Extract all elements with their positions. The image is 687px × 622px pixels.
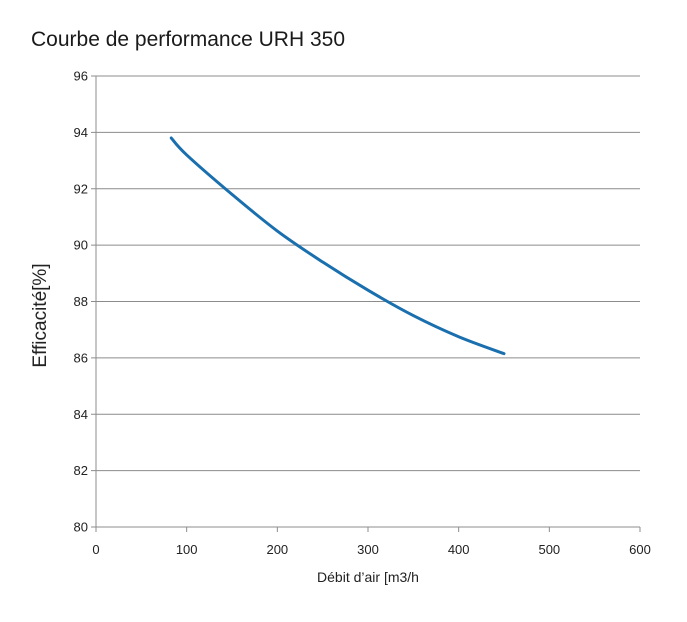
series-layer [169,136,506,356]
y-tick-label: 82 [74,463,88,478]
x-tick-label: 300 [357,542,379,557]
x-tick-label: 200 [266,542,288,557]
y-tick-label: 88 [74,294,88,309]
y-tick-label: 86 [74,350,88,365]
x-tick-label: 500 [538,542,560,557]
x-tick-label: 400 [448,542,470,557]
x-tick-label: 0 [92,542,99,557]
y-tick-labels: 80 82 84 86 88 90 92 94 96 [74,69,88,535]
y-tick-label: 90 [74,238,88,253]
x-tick-label: 600 [629,542,651,557]
y-tick-label: 92 [74,181,88,196]
y-axis-label: Efficacité[%] [30,263,51,367]
y-tick-label: 80 [74,520,88,535]
axes [91,75,641,532]
x-tick-label: 100 [176,542,198,557]
x-tick-labels: 0 100 200 300 400 500 600 [92,542,650,557]
series-line-0 [169,136,506,356]
chart-title: Courbe de performance URH 350 [31,28,345,51]
y-tick-label: 96 [74,69,88,84]
y-tick-label: 94 [74,125,88,140]
y-tick-label: 84 [74,407,88,422]
gridlines [96,75,640,472]
x-axis-label: Débit d’air [m3/h [317,569,419,585]
